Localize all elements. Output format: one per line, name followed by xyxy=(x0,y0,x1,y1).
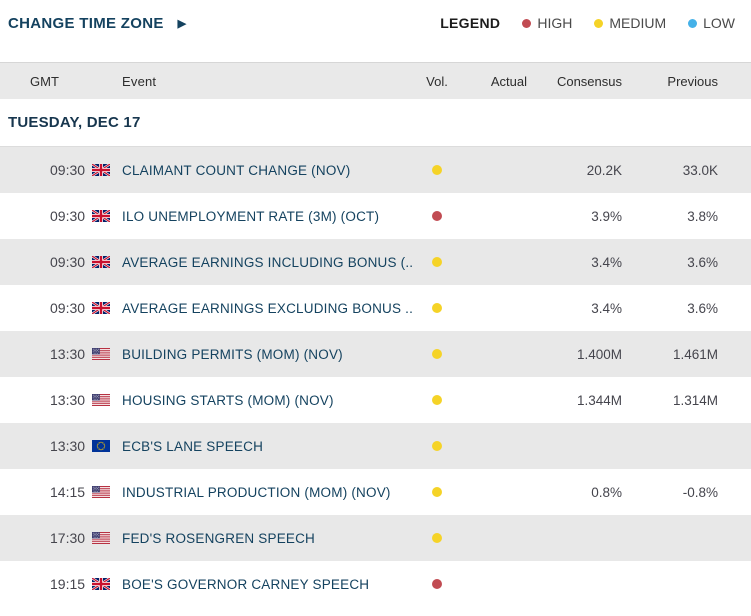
legend-item-medium: MEDIUM xyxy=(594,15,666,31)
column-header-vol: Vol. xyxy=(426,73,448,89)
event-row[interactable]: 19:15 BOE'S GOVERNOR CARNEY SPEECH xyxy=(0,561,751,607)
volatility-medium-dot-icon xyxy=(432,441,442,451)
event-name[interactable]: CLAIMANT COUNT CHANGE (NOV) xyxy=(122,162,351,178)
event-time: 17:30 xyxy=(50,530,86,546)
consensus-value: 0.8% xyxy=(591,484,622,500)
volatility-high-dot-icon xyxy=(432,579,442,589)
consensus-value: 3.9% xyxy=(591,208,622,224)
vol-cell xyxy=(412,211,462,221)
event-name[interactable]: ECB'S LANE SPEECH xyxy=(122,438,264,454)
event-time: 09:30 xyxy=(50,254,86,270)
column-header-event: Event xyxy=(122,73,157,89)
event-time: 13:30 xyxy=(50,438,86,454)
eu-flag-icon xyxy=(92,440,122,452)
vol-cell xyxy=(412,395,462,405)
event-name[interactable]: INDUSTRIAL PRODUCTION (MOM) (NOV) xyxy=(122,484,391,500)
legend-label-high: HIGH xyxy=(537,15,573,31)
previous-value: 1.314M xyxy=(672,392,718,408)
vol-cell xyxy=(412,579,462,589)
previous-value: 3.6% xyxy=(687,300,718,316)
day-header: TUESDAY, DEC 17 xyxy=(0,99,751,147)
previous-value: 33.0K xyxy=(682,162,718,178)
consensus-value: 1.344M xyxy=(576,392,622,408)
low-dot-icon xyxy=(688,18,698,28)
column-header-actual: Actual xyxy=(490,73,527,89)
legend-title: LEGEND xyxy=(440,15,501,31)
previous-value: 3.6% xyxy=(687,254,718,270)
event-row[interactable]: 09:30 CLAIMANT COUNT CHANGE (NOV) 20.2K … xyxy=(0,147,751,193)
event-name[interactable]: AVERAGE EARNINGS INCLUDING BONUS (... xyxy=(122,254,412,270)
us-flag-icon xyxy=(92,394,122,406)
vol-cell xyxy=(412,257,462,267)
gb-flag-icon xyxy=(92,210,122,222)
change-time-zone-button[interactable]: CHANGE TIME ZONE ▶ xyxy=(8,15,186,32)
volatility-medium-dot-icon xyxy=(432,349,442,359)
event-time: 09:30 xyxy=(50,208,86,224)
us-flag-icon xyxy=(92,348,122,360)
event-row[interactable]: 13:30 BUILDING PERMITS (MOM) (NOV) 1.400… xyxy=(0,331,751,377)
consensus-value: 3.4% xyxy=(591,300,622,316)
legend-label-medium: MEDIUM xyxy=(609,15,667,31)
event-time: 14:15 xyxy=(50,484,86,500)
legend-item-high: HIGH xyxy=(522,15,572,31)
vol-cell xyxy=(412,533,462,543)
legend-label-low: LOW xyxy=(703,15,735,31)
arrow-right-icon: ▶ xyxy=(177,17,187,30)
consensus-value: 1.400M xyxy=(576,346,622,362)
event-rows: 09:30 CLAIMANT COUNT CHANGE (NOV) 20.2K … xyxy=(0,147,751,607)
us-flag-icon xyxy=(92,532,122,544)
column-header-gmt: GMT xyxy=(30,73,59,89)
us-flag-icon xyxy=(92,486,122,498)
event-name[interactable]: ILO UNEMPLOYMENT RATE (3M) (OCT) xyxy=(122,208,380,224)
event-name[interactable]: AVERAGE EARNINGS EXCLUDING BONUS ... xyxy=(122,300,412,316)
previous-value: -0.8% xyxy=(682,484,718,500)
table-header: GMT Event Vol. Actual Consensus Previous xyxy=(0,62,751,99)
event-name[interactable]: HOUSING STARTS (MOM) (NOV) xyxy=(122,392,334,408)
toolbar: CHANGE TIME ZONE ▶ LEGEND HIGH MEDIUM LO… xyxy=(0,0,751,62)
event-time: 09:30 xyxy=(50,300,86,316)
consensus-value: 20.2K xyxy=(586,162,622,178)
event-row[interactable]: 13:30 ECB'S LANE SPEECH xyxy=(0,423,751,469)
consensus-value: 3.4% xyxy=(591,254,622,270)
event-row[interactable]: 17:30 FED'S ROSENGREN SPEECH xyxy=(0,515,751,561)
event-row[interactable]: 09:30 ILO UNEMPLOYMENT RATE (3M) (OCT) 3… xyxy=(0,193,751,239)
vol-cell xyxy=(412,303,462,313)
medium-dot-icon xyxy=(594,18,604,28)
volatility-high-dot-icon xyxy=(432,211,442,221)
column-header-previous: Previous xyxy=(667,73,718,89)
previous-value: 1.461M xyxy=(672,346,718,362)
vol-cell xyxy=(412,349,462,359)
event-row[interactable]: 09:30 AVERAGE EARNINGS INCLUDING BONUS (… xyxy=(0,239,751,285)
change-time-zone-label: CHANGE TIME ZONE xyxy=(8,15,164,32)
event-time: 09:30 xyxy=(50,162,86,178)
event-name[interactable]: FED'S ROSENGREN SPEECH xyxy=(122,530,316,546)
legend: LEGEND HIGH MEDIUM LOW xyxy=(440,15,735,31)
event-row[interactable]: 13:30 HOUSING STARTS (MOM) (NOV) 1.344M … xyxy=(0,377,751,423)
event-row[interactable]: 09:30 AVERAGE EARNINGS EXCLUDING BONUS .… xyxy=(0,285,751,331)
event-name[interactable]: BOE'S GOVERNOR CARNEY SPEECH xyxy=(122,576,370,592)
event-time: 13:30 xyxy=(50,392,86,408)
vol-cell xyxy=(412,441,462,451)
vol-cell xyxy=(412,487,462,497)
high-dot-icon xyxy=(522,18,532,28)
volatility-medium-dot-icon xyxy=(432,165,442,175)
volatility-medium-dot-icon xyxy=(432,303,442,313)
gb-flag-icon xyxy=(92,578,122,590)
event-time: 13:30 xyxy=(50,346,86,362)
previous-value: 3.8% xyxy=(687,208,718,224)
volatility-medium-dot-icon xyxy=(432,533,442,543)
event-time: 19:15 xyxy=(50,576,86,592)
column-header-consensus: Consensus xyxy=(556,73,622,89)
gb-flag-icon xyxy=(92,302,122,314)
volatility-medium-dot-icon xyxy=(432,257,442,267)
legend-item-low: LOW xyxy=(688,15,735,31)
volatility-medium-dot-icon xyxy=(432,487,442,497)
event-name[interactable]: BUILDING PERMITS (MOM) (NOV) xyxy=(122,346,343,362)
volatility-medium-dot-icon xyxy=(432,395,442,405)
event-row[interactable]: 14:15 INDUSTRIAL PRODUCTION (MOM) (NOV) … xyxy=(0,469,751,515)
vol-cell xyxy=(412,165,462,175)
gb-flag-icon xyxy=(92,164,122,176)
gb-flag-icon xyxy=(92,256,122,268)
